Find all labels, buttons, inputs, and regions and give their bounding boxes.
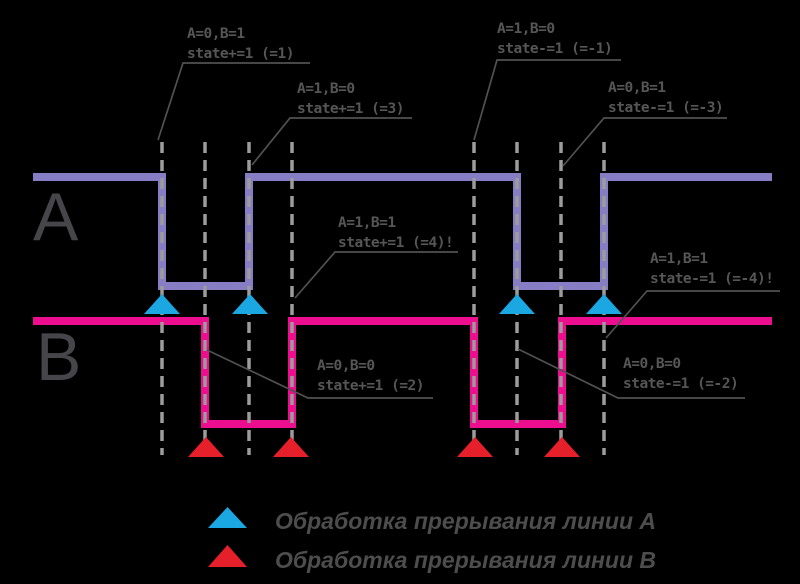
annotation-state-minus-2-line2: state-=1 (=-2) [623, 376, 738, 392]
annotation-leader [157, 62, 310, 141]
signal-b-label: B [36, 319, 81, 395]
interrupt-a-marker [586, 294, 622, 314]
annotation-state-plus-3-line2: state+=1 (=3) [297, 101, 404, 117]
interrupt-b-marker [544, 437, 580, 457]
annotation-leader [473, 59, 621, 141]
annotation-state-plus-2-line1: A=0,B=0 [317, 358, 375, 374]
signal-b-waveform [33, 317, 772, 428]
annotation-leader [251, 117, 412, 166]
annotation-state-plus-1-line2: state+=1 (=1) [187, 46, 294, 62]
annotation-leader [206, 349, 433, 399]
annotation-state-plus-1-line1: A=0,B=1 [187, 26, 245, 42]
annotation-state-minus-3-line2: state-=1 (=-3) [608, 100, 723, 116]
annotation-leader [605, 290, 780, 339]
interrupt-a-marker [499, 294, 535, 314]
annotation-leader [517, 348, 745, 399]
annotation-state-plus-4-line1: A=1,B=1 [338, 215, 396, 231]
annotation-state-minus-4-line2: state-=1 (=-4)! [650, 271, 773, 287]
annotation-state-plus-3-line1: A=1,B=0 [297, 81, 355, 97]
interrupt-a-marker [232, 294, 268, 314]
signal-a-waveform [33, 173, 772, 290]
legend: Обработка прерывания линии A Обработка п… [208, 507, 656, 573]
annotation-state-minus-2-line1: A=0,B=0 [623, 356, 681, 372]
annotation-state-minus-3-line1: A=0,B=1 [608, 80, 666, 96]
interrupt-b-marker [273, 437, 309, 457]
annotation-leader [294, 251, 458, 299]
interrupt-a-marker [144, 294, 180, 314]
legend-interrupt-a-triangle [208, 507, 247, 528]
legend-interrupt-b-triangle [208, 545, 247, 567]
signal-a-label: A [33, 179, 79, 255]
annotation-state-plus-4-line2: state+=1 (=4)! [338, 235, 453, 251]
annotation-state-minus-1-line2: state-=1 (=-1) [497, 41, 612, 57]
annotation-state-plus-2-line2: state+=1 (=2) [317, 378, 424, 394]
legend-interrupt-a-label: Обработка прерывания линии A [275, 508, 656, 534]
legend-interrupt-b-label: Обработка прерывания линии B [275, 547, 656, 573]
annotation-state-minus-4-line1: A=1,B=1 [650, 251, 708, 267]
interrupt-b-marker [188, 437, 224, 457]
interrupt-b-marker [457, 437, 493, 457]
annotation-leader [562, 117, 727, 167]
annotation-state-minus-1-line1: A=1,B=0 [497, 21, 555, 37]
